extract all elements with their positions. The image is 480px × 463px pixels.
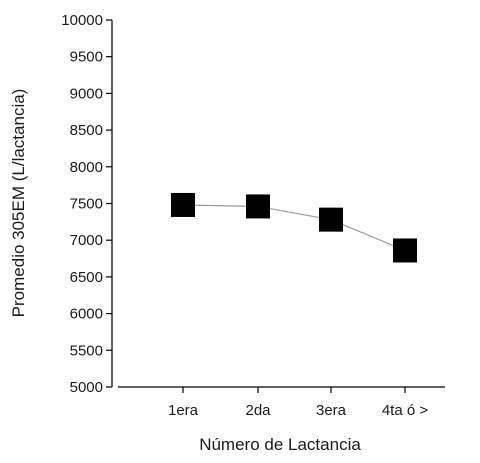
- y-ticks: 5000 5500 6000 6500 7000 7500 8000 8500 9000 9500…: [61, 12, 112, 396]
- series-line: [182, 204, 406, 252]
- data-point-marker: [393, 238, 417, 263]
- data-point-marker: [246, 194, 270, 219]
- x-tick-label: 4ta ó >: [382, 402, 429, 419]
- y-tick-label: 5000: [70, 379, 103, 396]
- x-tick-label: 1era: [168, 402, 199, 419]
- series: [171, 192, 417, 263]
- y-tick-label: 9000: [70, 85, 103, 102]
- x-tick-label: 3era: [316, 402, 347, 419]
- y-tick-label: 5500: [70, 342, 103, 359]
- y-tick-label: 10000: [61, 12, 103, 29]
- y-tick-label: 8000: [70, 159, 103, 176]
- axes: [111, 20, 445, 388]
- data-point-marker: [319, 207, 343, 232]
- y-tick-label: 6000: [70, 306, 103, 323]
- y-tick-label: 7000: [70, 232, 103, 249]
- x-axis-title: Número de Lactancia: [199, 435, 361, 454]
- x-tick-label: 2da: [245, 402, 271, 419]
- data-point-marker: [171, 192, 195, 217]
- y-tick-label: 7500: [70, 196, 103, 213]
- y-tick-label: 9500: [70, 49, 103, 66]
- y-tick-label: 6500: [70, 269, 103, 286]
- y-tick-label: 8500: [70, 122, 103, 139]
- y-axis-title: Promedio 305EM (L/lactancia): [9, 89, 28, 318]
- x-ticks: 1era 2da 3era 4ta ó >: [168, 387, 428, 419]
